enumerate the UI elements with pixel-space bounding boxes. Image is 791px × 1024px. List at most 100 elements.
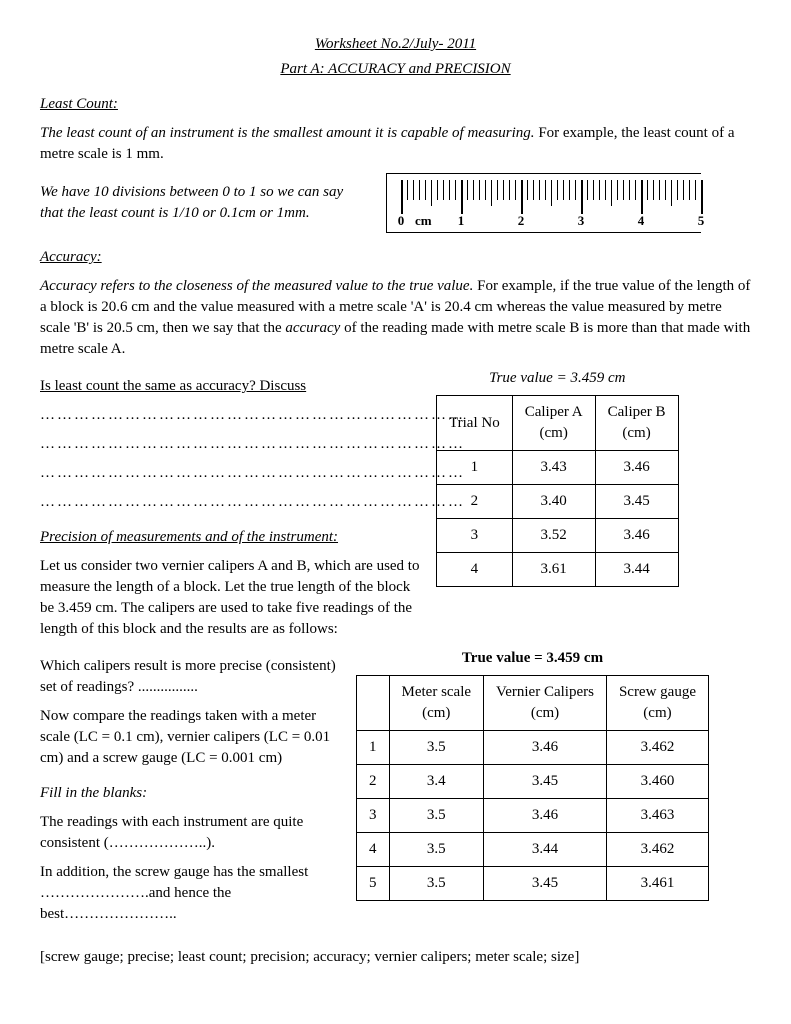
table-cell: 3.5 bbox=[389, 833, 484, 867]
table-header bbox=[357, 676, 390, 731]
table-row: 43.53.443.462 bbox=[357, 833, 709, 867]
table-cell: 4 bbox=[357, 833, 390, 867]
ruler-major-tick bbox=[581, 180, 583, 214]
table-header: Caliper B(cm) bbox=[595, 396, 678, 451]
table-cell: 3.44 bbox=[595, 553, 678, 587]
table-row: 33.53.463.463 bbox=[357, 799, 709, 833]
ruler-minor-tick bbox=[647, 180, 648, 200]
blank-line[interactable]: ………………………………………………………………… bbox=[40, 463, 420, 484]
table-row: 43.613.44 bbox=[437, 553, 679, 587]
table-cell: 3.43 bbox=[512, 451, 595, 485]
ruler-minor-tick bbox=[443, 180, 444, 200]
ruler-major-tick bbox=[641, 180, 643, 214]
table-cell: 3.46 bbox=[595, 519, 678, 553]
ruler-minor-tick bbox=[623, 180, 624, 200]
table-cell: 3.52 bbox=[512, 519, 595, 553]
table-cell: 3.460 bbox=[606, 765, 708, 799]
table-cell: 1 bbox=[437, 451, 513, 485]
word-bank: [screw gauge; precise; least count; prec… bbox=[40, 947, 751, 968]
table-cell: 3.4 bbox=[389, 765, 484, 799]
ruler-minor-tick bbox=[551, 180, 552, 206]
divisions-note: We have 10 divisions between 0 to 1 so w… bbox=[40, 182, 360, 224]
table-cell: 3.45 bbox=[484, 765, 607, 799]
ruler-minor-tick bbox=[491, 180, 492, 206]
discuss-question: Is least count the same as accuracy? Dis… bbox=[40, 376, 420, 397]
table-header: Screw gauge(cm) bbox=[606, 676, 708, 731]
ruler-minor-tick bbox=[659, 180, 660, 200]
ruler-minor-tick bbox=[497, 180, 498, 200]
part-title: Part A: ACCURACY and PRECISION bbox=[40, 59, 751, 80]
precision-p2: Which calipers result is more precise (c… bbox=[40, 656, 340, 698]
table-cell: 2 bbox=[357, 765, 390, 799]
ruler-minor-tick bbox=[599, 180, 600, 200]
table-cell: 4 bbox=[437, 553, 513, 587]
ruler-minor-tick bbox=[473, 180, 474, 200]
table-cell: 3.462 bbox=[606, 833, 708, 867]
fill-p2: In addition, the screw gauge has the sma… bbox=[40, 862, 340, 925]
ruler-major-tick bbox=[701, 180, 703, 214]
blank-line[interactable]: ………………………………………………………………… bbox=[40, 434, 420, 455]
ruler-number: 1 bbox=[458, 212, 465, 230]
ruler-minor-tick bbox=[683, 180, 684, 200]
ruler-minor-tick bbox=[665, 180, 666, 200]
ruler-minor-tick bbox=[503, 180, 504, 200]
ruler-minor-tick bbox=[425, 180, 426, 200]
table-cell: 3.40 bbox=[512, 485, 595, 519]
table-cell: 3.44 bbox=[484, 833, 607, 867]
table-row: 23.403.45 bbox=[437, 485, 679, 519]
ruler-minor-tick bbox=[617, 180, 618, 200]
ruler-minor-tick bbox=[635, 180, 636, 200]
table-cell: 3.61 bbox=[512, 553, 595, 587]
ruler-number: 2 bbox=[518, 212, 525, 230]
table-cell: 3.461 bbox=[606, 867, 708, 901]
ruler-minor-tick bbox=[539, 180, 540, 200]
table-cell: 5 bbox=[357, 867, 390, 901]
table1-title: True value = 3.459 cm bbox=[436, 368, 679, 389]
table-cell: 2 bbox=[437, 485, 513, 519]
table-row: 13.433.46 bbox=[437, 451, 679, 485]
ruler-minor-tick bbox=[485, 180, 486, 200]
ruler-minor-tick bbox=[431, 180, 432, 206]
precision-p3: Now compare the readings taken with a me… bbox=[40, 706, 340, 769]
table-row: 23.43.453.460 bbox=[357, 765, 709, 799]
table-cell: 3 bbox=[357, 799, 390, 833]
ruler-image: cm 012345 bbox=[386, 173, 708, 233]
ruler-number: 3 bbox=[578, 212, 585, 230]
accuracy-heading: Accuracy: bbox=[40, 247, 751, 268]
ruler-minor-tick bbox=[533, 180, 534, 200]
ruler-minor-tick bbox=[677, 180, 678, 200]
ruler-minor-tick bbox=[593, 180, 594, 200]
ruler-major-tick bbox=[521, 180, 523, 214]
table-cell: 3.462 bbox=[606, 731, 708, 765]
ruler-minor-tick bbox=[527, 180, 528, 200]
table-cell: 3.5 bbox=[389, 799, 484, 833]
ruler-minor-tick bbox=[407, 180, 408, 200]
ruler-minor-tick bbox=[479, 180, 480, 200]
ruler-major-tick bbox=[401, 180, 403, 214]
table-cell: 3.463 bbox=[606, 799, 708, 833]
ruler-minor-tick bbox=[671, 180, 672, 206]
table-cell: 3 bbox=[437, 519, 513, 553]
table-cell: 3.5 bbox=[389, 731, 484, 765]
accuracy-word: accuracy bbox=[285, 320, 340, 336]
ruler-minor-tick bbox=[419, 180, 420, 200]
ruler-minor-tick bbox=[653, 180, 654, 200]
instruments-table: Meter scale(cm)Vernier Calipers(cm)Screw… bbox=[356, 675, 709, 901]
fill-heading: Fill in the blanks: bbox=[40, 783, 340, 804]
ruler-minor-tick bbox=[509, 180, 510, 200]
ruler-minor-tick bbox=[563, 180, 564, 200]
ruler-minor-tick bbox=[605, 180, 606, 200]
table2-title: True value = 3.459 cm bbox=[356, 648, 709, 669]
blank-line[interactable]: ………………………………………………………………… bbox=[40, 492, 420, 513]
table-row: 33.523.46 bbox=[437, 519, 679, 553]
ruler-minor-tick bbox=[689, 180, 690, 200]
caliper-table: Trial NoCaliper A(cm)Caliper B(cm)13.433… bbox=[436, 395, 679, 587]
accuracy-definition: Accuracy refers to the closeness of the … bbox=[40, 276, 751, 360]
table-cell: 3.45 bbox=[595, 485, 678, 519]
least-count-definition: The least count of an instrument is the … bbox=[40, 123, 751, 165]
blank-line[interactable]: ………………………………………………………………… bbox=[40, 405, 420, 426]
ruler-minor-tick bbox=[455, 180, 456, 200]
ruler-minor-tick bbox=[467, 180, 468, 200]
least-count-def-italic: The least count of an instrument is the … bbox=[40, 125, 535, 141]
ruler-major-tick bbox=[461, 180, 463, 214]
